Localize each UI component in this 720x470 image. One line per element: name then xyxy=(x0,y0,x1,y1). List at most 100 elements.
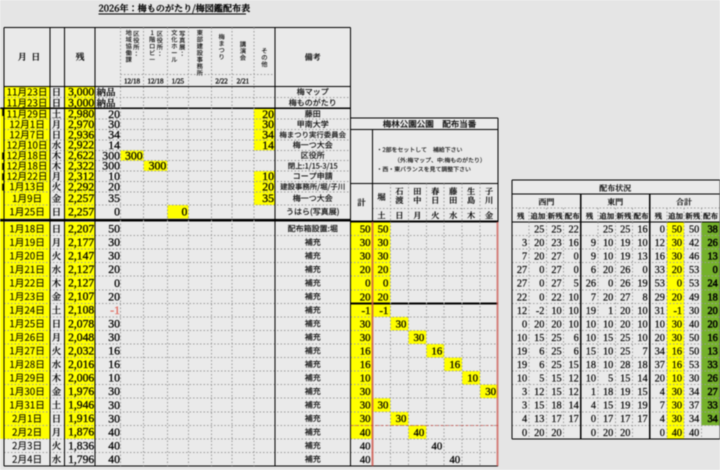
svg-text:10: 10 xyxy=(569,306,579,317)
svg-text:30: 30 xyxy=(672,238,682,249)
svg-text:40: 40 xyxy=(360,454,371,466)
svg-text:4: 4 xyxy=(660,387,665,398)
svg-text:17: 17 xyxy=(637,414,647,425)
svg-text:30: 30 xyxy=(360,400,371,412)
svg-text:2,922: 2,922 xyxy=(68,139,94,152)
svg-text:30: 30 xyxy=(360,332,371,344)
svg-text:12: 12 xyxy=(569,387,579,398)
svg-text:26: 26 xyxy=(620,265,630,276)
svg-text:20: 20 xyxy=(534,319,544,330)
svg-text:22: 22 xyxy=(551,292,561,303)
svg-text:0: 0 xyxy=(608,279,613,290)
svg-text:1,916: 1,916 xyxy=(68,412,94,425)
svg-text:20: 20 xyxy=(360,264,371,276)
svg-text:40: 40 xyxy=(108,425,120,439)
svg-text:2,127: 2,127 xyxy=(68,263,94,276)
svg-text:-1: -1 xyxy=(110,303,120,317)
svg-text:26: 26 xyxy=(708,374,718,385)
svg-text:50: 50 xyxy=(378,223,389,235)
svg-text:50: 50 xyxy=(672,224,682,235)
svg-text:5: 5 xyxy=(539,374,544,385)
svg-text:30: 30 xyxy=(108,384,120,398)
svg-text:6: 6 xyxy=(574,333,579,344)
svg-text:3: 3 xyxy=(522,401,527,412)
svg-text:5: 5 xyxy=(574,279,579,290)
svg-text:2,078: 2,078 xyxy=(68,317,94,330)
svg-text:0: 0 xyxy=(522,428,527,439)
svg-text:30: 30 xyxy=(689,374,699,385)
svg-text:18: 18 xyxy=(603,387,613,398)
svg-text:10: 10 xyxy=(603,252,613,263)
svg-text:15: 15 xyxy=(637,387,647,398)
svg-text:33: 33 xyxy=(708,401,718,412)
svg-text:15: 15 xyxy=(534,401,544,412)
svg-text:20: 20 xyxy=(620,306,630,317)
svg-text:40: 40 xyxy=(689,319,699,330)
svg-text:50: 50 xyxy=(689,346,699,357)
svg-text:6: 6 xyxy=(539,346,544,357)
svg-text:50: 50 xyxy=(108,222,120,236)
svg-text:37: 37 xyxy=(655,360,665,371)
svg-text:13: 13 xyxy=(534,414,544,425)
svg-text:4: 4 xyxy=(522,414,527,425)
svg-text:30: 30 xyxy=(413,332,424,344)
svg-text:20: 20 xyxy=(655,333,665,344)
svg-text:27: 27 xyxy=(517,265,527,276)
svg-text:49: 49 xyxy=(689,292,699,303)
svg-text:17: 17 xyxy=(603,414,613,425)
svg-text:15: 15 xyxy=(586,346,596,357)
svg-text:12: 12 xyxy=(517,306,527,317)
svg-text:7: 7 xyxy=(522,252,527,263)
svg-text:-1: -1 xyxy=(674,306,683,317)
svg-text:10: 10 xyxy=(551,306,561,317)
svg-text:0: 0 xyxy=(383,278,388,290)
svg-text:10: 10 xyxy=(569,319,579,330)
svg-text:16: 16 xyxy=(569,238,579,249)
svg-text:30: 30 xyxy=(360,386,371,398)
svg-text:0: 0 xyxy=(660,224,665,235)
svg-text:22: 22 xyxy=(569,224,579,235)
svg-text:24: 24 xyxy=(708,279,718,290)
svg-text:2,108: 2,108 xyxy=(68,304,94,317)
svg-text:12: 12 xyxy=(534,387,544,398)
svg-text:33: 33 xyxy=(655,265,665,276)
svg-text:35: 35 xyxy=(262,191,274,205)
svg-text:1,836: 1,836 xyxy=(68,439,94,452)
svg-text:2/21: 2/21 xyxy=(237,77,250,85)
svg-text:0: 0 xyxy=(713,265,718,276)
svg-text:30: 30 xyxy=(672,401,682,412)
svg-text:0: 0 xyxy=(539,279,544,290)
svg-text:20: 20 xyxy=(108,289,120,303)
svg-text:53: 53 xyxy=(689,265,699,276)
svg-text:28: 28 xyxy=(620,360,630,371)
svg-text:30: 30 xyxy=(262,117,274,131)
svg-text:20: 20 xyxy=(534,238,544,249)
svg-text:6: 6 xyxy=(591,265,596,276)
svg-text:40: 40 xyxy=(360,427,371,439)
svg-text:2,936: 2,936 xyxy=(68,128,94,141)
svg-text:19: 19 xyxy=(620,401,630,412)
svg-text:-2: -2 xyxy=(536,306,545,317)
svg-text:13: 13 xyxy=(637,252,647,263)
svg-text:0: 0 xyxy=(114,276,120,290)
svg-text:38: 38 xyxy=(708,224,718,235)
svg-text:20: 20 xyxy=(262,179,274,193)
svg-text:19: 19 xyxy=(637,279,647,290)
svg-text:-1: -1 xyxy=(379,305,388,317)
svg-text:2,312: 2,312 xyxy=(68,170,94,183)
svg-text:26: 26 xyxy=(586,279,596,290)
svg-text:20: 20 xyxy=(108,262,120,276)
svg-text:1,796: 1,796 xyxy=(68,453,94,466)
svg-text:14: 14 xyxy=(108,138,120,152)
svg-text:27: 27 xyxy=(620,292,630,303)
svg-text:12/18: 12/18 xyxy=(124,77,140,85)
svg-text:18: 18 xyxy=(637,360,647,371)
svg-text:2,292: 2,292 xyxy=(68,180,94,193)
svg-text:0: 0 xyxy=(574,252,579,263)
svg-text:25: 25 xyxy=(551,333,561,344)
svg-text:9: 9 xyxy=(591,252,596,263)
svg-text:30: 30 xyxy=(672,333,682,344)
svg-text:20: 20 xyxy=(708,306,718,317)
svg-text:15: 15 xyxy=(603,333,613,344)
svg-text:20: 20 xyxy=(672,292,682,303)
